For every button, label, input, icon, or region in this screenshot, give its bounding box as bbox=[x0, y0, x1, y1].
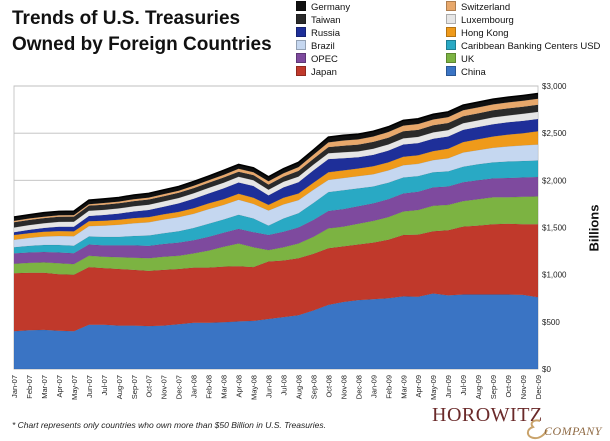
x-tick-label: May-09 bbox=[429, 375, 438, 400]
logo-sub-text: COMPANY bbox=[544, 424, 602, 438]
legend-item: Caribbean Banking Centers USD bbox=[446, 40, 600, 52]
x-tick-label: Aug-09 bbox=[474, 375, 483, 399]
x-tick-label: Mar-08 bbox=[220, 375, 229, 399]
x-tick-label: Jun-08 bbox=[265, 375, 274, 398]
legend-label: Luxembourg bbox=[461, 15, 514, 26]
legend-swatch bbox=[446, 66, 456, 76]
legend-item: Luxembourg bbox=[446, 14, 514, 26]
y-tick-label: $2,500 bbox=[542, 129, 567, 138]
legend-item: Brazil bbox=[296, 40, 335, 52]
x-tick-label: Nov-09 bbox=[519, 375, 528, 399]
x-tick-label: Jul-09 bbox=[459, 375, 468, 395]
footnote: * Chart represents only countries who ow… bbox=[12, 420, 327, 430]
legend-label: Russia bbox=[311, 28, 341, 39]
x-tick-label: Dec-07 bbox=[175, 375, 184, 399]
legend-swatch bbox=[446, 14, 456, 24]
legend-item: Switzerland bbox=[446, 1, 510, 13]
x-tick-label: Dec-09 bbox=[534, 375, 543, 399]
x-tick-label: Feb-08 bbox=[205, 375, 214, 399]
legend-item: Japan bbox=[296, 66, 337, 78]
legend-label: China bbox=[461, 67, 486, 78]
x-tick-label: Jan-07 bbox=[10, 375, 19, 398]
logo-main-text: HOROWITZ bbox=[432, 404, 543, 426]
y-axis-label: Billions bbox=[586, 204, 602, 252]
x-tick-label: Jul-07 bbox=[100, 375, 109, 395]
x-tick-label: Oct-08 bbox=[324, 375, 333, 398]
legend-label: OPEC bbox=[311, 54, 338, 65]
legend-label: Brazil bbox=[311, 41, 335, 52]
ampersand-icon bbox=[526, 419, 548, 440]
legend-item: Russia bbox=[296, 27, 340, 39]
y-axis-ticks: $0 $500 $1,000 $1,500 $2,000 $2,500 $3,000 bbox=[542, 82, 567, 374]
y-tick-label: $2,000 bbox=[542, 176, 567, 185]
legend-item: China bbox=[446, 66, 486, 78]
y-tick-label: $1,500 bbox=[542, 224, 567, 233]
x-tick-label: Aug-08 bbox=[294, 375, 303, 399]
legend-swatch bbox=[446, 53, 456, 63]
x-tick-label: Jan-08 bbox=[190, 375, 199, 398]
legend-item: Germany bbox=[296, 1, 350, 13]
company-logo: HOROWITZ COMPANY bbox=[432, 404, 608, 440]
stacked-areas bbox=[13, 92, 539, 370]
legend-swatch bbox=[296, 40, 306, 50]
x-tick-label: Mar-09 bbox=[399, 375, 408, 399]
y-tick-label: $1,000 bbox=[542, 271, 567, 280]
x-tick-label: Apr-08 bbox=[235, 375, 244, 398]
legend-label: UK bbox=[461, 54, 475, 65]
x-tick-label: Jun-07 bbox=[85, 375, 94, 398]
x-tick-label: Mar-07 bbox=[40, 375, 49, 399]
legend-label: Caribbean Banking Centers USD bbox=[461, 41, 601, 52]
x-tick-label: Aug-07 bbox=[115, 375, 124, 399]
legend-swatch bbox=[296, 53, 306, 63]
x-tick-label: Oct-07 bbox=[145, 375, 154, 398]
total-outline bbox=[13, 92, 539, 218]
x-tick-label: Jul-08 bbox=[279, 375, 288, 395]
x-tick-label: Feb-07 bbox=[25, 375, 34, 399]
legend-item: UK bbox=[446, 53, 474, 65]
x-tick-label: May-07 bbox=[70, 375, 79, 400]
legend-label: Taiwan bbox=[311, 15, 341, 26]
x-tick-label: Dec-08 bbox=[354, 375, 363, 399]
legend-swatch bbox=[296, 27, 306, 37]
x-tick-label: Feb-09 bbox=[384, 375, 393, 399]
y-axis-label-box: Billions bbox=[579, 188, 609, 268]
legend-swatch bbox=[446, 40, 456, 50]
legend-label: Germany bbox=[311, 2, 351, 13]
x-tick-label: Apr-09 bbox=[414, 375, 423, 398]
legend-swatch bbox=[446, 27, 456, 37]
legend-item: Taiwan bbox=[296, 14, 341, 26]
x-tick-label: Sep-07 bbox=[130, 375, 139, 399]
x-tick-label: Nov-07 bbox=[160, 375, 169, 399]
y-tick-label: $3,000 bbox=[542, 82, 567, 91]
x-tick-label: Sep-09 bbox=[489, 375, 498, 399]
x-tick-label: Sep-08 bbox=[309, 375, 318, 399]
legend-item: OPEC bbox=[296, 53, 338, 65]
x-tick-label: Apr-07 bbox=[55, 375, 64, 398]
x-tick-label: Jan-09 bbox=[369, 375, 378, 398]
x-tick-label: May-08 bbox=[250, 375, 259, 400]
legend-swatch bbox=[296, 14, 306, 24]
x-tick-label: Jun-09 bbox=[444, 375, 453, 398]
y-tick-label: $0 bbox=[542, 365, 551, 374]
x-tick-label: Oct-09 bbox=[504, 375, 513, 398]
x-axis-ticks: Jan-07 Feb-07 Mar-07 Apr-07 May-07 Jun-07 Jul-… bbox=[10, 375, 543, 400]
x-tick-label: Nov-08 bbox=[339, 375, 348, 399]
legend-item: Hong Kong bbox=[446, 27, 509, 39]
legend-label: Switzerland bbox=[461, 2, 511, 13]
chart-legend: Germany Switzerland Taiwan Luxembourg Russia… bbox=[296, 1, 606, 85]
legend-label: Hong Kong bbox=[461, 28, 509, 39]
legend-swatch bbox=[446, 1, 456, 11]
legend-label: Japan bbox=[311, 67, 337, 78]
chart-title: Trends of U.S. Treasuries Owned by Forei… bbox=[12, 8, 272, 55]
legend-swatch bbox=[296, 1, 306, 11]
legend-swatch bbox=[296, 66, 306, 76]
y-tick-label: $500 bbox=[542, 318, 560, 327]
